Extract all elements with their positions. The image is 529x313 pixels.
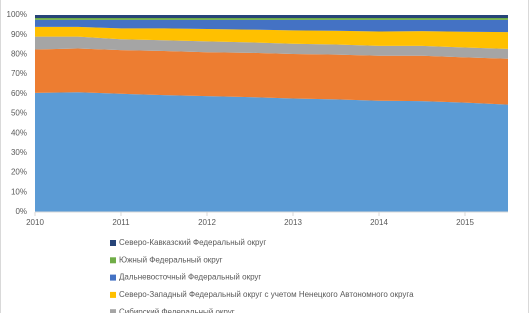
y-tick-label: 80% [11, 50, 27, 59]
y-tick-label: 50% [11, 109, 27, 118]
legend-label: Северо-Кавказский Федеральный округ [119, 238, 266, 247]
y-tick-label: 30% [11, 148, 27, 157]
x-tick-label: 2013 [284, 218, 302, 227]
y-tick-label: 60% [11, 89, 27, 98]
area [35, 92, 508, 212]
x-tick-label: 2010 [26, 218, 44, 227]
y-tick-label: 90% [11, 30, 27, 39]
area [35, 19, 508, 33]
area [35, 17, 508, 20]
x-tick-label: 2011 [112, 218, 130, 227]
legend-swatch [110, 240, 116, 246]
legend-swatch [110, 274, 116, 281]
y-tick-label: 10% [11, 187, 27, 196]
x-tick-label: 2014 [370, 218, 388, 227]
legend-swatch [110, 257, 116, 264]
legend-label: Северо-Западный Федеральный округ с учет… [119, 290, 414, 299]
y-tick-label: 40% [11, 128, 27, 137]
y-tick-label: 0% [15, 207, 27, 216]
x-tick-label: 2012 [198, 218, 216, 227]
area [35, 26, 508, 49]
y-tick-label: 100% [7, 10, 27, 19]
area [35, 48, 508, 105]
area [35, 36, 508, 59]
y-tick-label: 20% [11, 168, 27, 177]
legend-swatch [110, 309, 116, 313]
legend-label: Дальневосточный Федеральный округ [119, 273, 261, 282]
area [35, 15, 508, 18]
legend-swatch [110, 291, 116, 298]
x-tick-label: 2015 [456, 218, 474, 227]
legend-label: Сибирский Федеральный округ [119, 307, 235, 313]
y-tick-label: 70% [11, 69, 27, 78]
legend-label: Южный Федеральный округ [119, 255, 223, 264]
